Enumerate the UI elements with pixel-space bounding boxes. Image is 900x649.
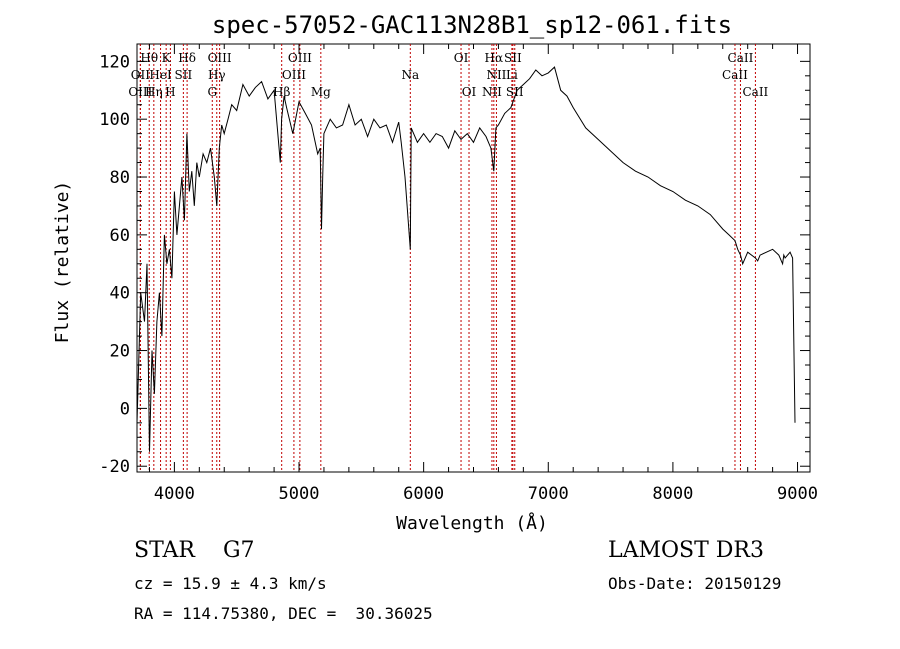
line-label-9: OIII [208, 51, 232, 65]
line-label-2: OIII [128, 85, 152, 99]
x-tick-label-3: 7000 [528, 484, 569, 504]
y-tick-label-7: 120 [99, 52, 130, 72]
line-label-16: Na [401, 68, 419, 82]
line-label-18: OI [462, 85, 477, 99]
line-label-5: Hη [145, 85, 163, 99]
line-label-25: CaII [728, 51, 754, 65]
line-label-15: Mg [311, 85, 331, 99]
line-label-17: OI [454, 51, 469, 65]
x-tick-label-5: 9000 [777, 484, 818, 504]
class-line: STAR G7 [134, 538, 255, 563]
x-tick-label-1: 5000 [279, 484, 320, 504]
line-label-22: Li [506, 68, 518, 82]
y-tick-label-5: 80 [110, 168, 130, 188]
y-tick-label-0: -20 [99, 457, 130, 477]
line-label-20: SII [504, 51, 522, 65]
chart-title: spec-57052-GAC113N28B1_sp12-061.fits [212, 11, 732, 39]
line-label-11: G [207, 85, 217, 99]
line-label-12: OIII [288, 51, 312, 65]
y-axis-label: Flux (relative) [52, 181, 73, 344]
x-axis-label: Wavelength (Å) [396, 512, 548, 534]
x-axis: 4000 5000 6000 7000 8000 9000 [148, 44, 818, 504]
y-tick-label-2: 20 [110, 342, 130, 362]
plot-frame [136, 43, 811, 473]
line-label-6: SII [175, 68, 193, 82]
x-tick-label-2: 6000 [403, 484, 444, 504]
y-tick-label-1: 0 [120, 399, 130, 419]
line-label-13: OIII [282, 68, 306, 82]
y-axis: -20 0 20 40 60 80 100 120 [99, 52, 810, 477]
line-label-1: OII [131, 68, 151, 82]
line-label-7: H [165, 85, 175, 99]
x-tick-label-0: 4000 [154, 484, 195, 504]
line-label-4: HeI [149, 68, 172, 82]
line-markers [139, 44, 756, 472]
line-label-0: Hθ [140, 51, 158, 65]
survey-name: LAMOST DR3 [608, 538, 764, 563]
line-label-3: K [162, 51, 172, 65]
line-label-19: Hα [485, 51, 504, 65]
coordinates: RA = 114.75380, DEC = 30.36025 [134, 604, 433, 623]
line-label-23: NII [482, 85, 502, 99]
line-label-14: Hβ [273, 85, 290, 99]
line-label-21: NII [486, 68, 506, 82]
line-label-10: Hγ [208, 68, 226, 82]
y-tick-label-6: 100 [99, 110, 130, 130]
y-tick-label-3: 40 [110, 284, 130, 304]
obs-date: Obs-Date: 20150129 [608, 574, 782, 593]
y-tick-label-4: 60 [110, 226, 130, 246]
line-label-26: CaII [722, 68, 748, 82]
cz-readout: cz = 15.9 ± 4.3 km/s [134, 574, 327, 593]
line-label-8: Hδ [178, 51, 196, 65]
x-tick-label-4: 8000 [652, 484, 693, 504]
spectrum-line [136, 66, 796, 452]
line-label-27: CaII [742, 85, 768, 99]
